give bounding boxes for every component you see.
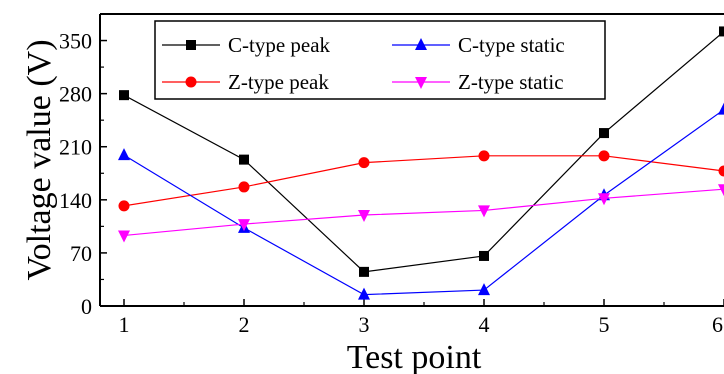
x-tick-label: 3 [359, 312, 370, 337]
y-axis: 0 70 140 210 280 350 [59, 29, 107, 319]
legend-item: Z-type peak [162, 70, 329, 94]
data-point [718, 102, 724, 115]
data-point [358, 157, 370, 169]
legend-label: C-type static [458, 33, 565, 57]
legend-marker [415, 38, 427, 50]
x-axis: 1 2 3 4 5 6 [119, 299, 724, 337]
data-point [478, 205, 490, 218]
legend-box [154, 20, 606, 100]
legend-label: Z-type static [458, 70, 564, 94]
data-point [478, 283, 490, 296]
series-layer [118, 26, 724, 300]
x-tick-label: 6 [712, 312, 723, 337]
data-point [239, 154, 249, 165]
y-tick-label: 210 [59, 135, 92, 160]
legend-marker [415, 77, 427, 89]
data-point [358, 287, 370, 300]
series-line [123, 109, 724, 296]
x-tick-label: 2 [239, 312, 250, 337]
data-point [719, 26, 724, 37]
data-point [238, 181, 250, 193]
x-tick-label: 5 [599, 312, 610, 337]
series-c-type-peak [119, 26, 724, 277]
x-tick-label: 4 [479, 312, 490, 337]
data-point [358, 209, 370, 222]
data-point [119, 90, 129, 101]
data-point [118, 148, 130, 161]
series-z-type-peak [118, 150, 724, 212]
y-tick-label: 0 [81, 294, 92, 319]
y-tick-label: 140 [59, 188, 92, 213]
series-line [123, 30, 724, 273]
data-point [359, 266, 369, 277]
x-tick-label: 1 [119, 312, 130, 337]
data-point [599, 128, 609, 139]
legend-item: C-type static [392, 33, 565, 57]
plot-frame [99, 13, 724, 307]
x-axis-title: Test point [347, 339, 482, 374]
legend-item: Z-type static [392, 70, 564, 94]
data-point [118, 200, 130, 212]
legend-marker [186, 40, 196, 50]
legend-marker [185, 76, 197, 88]
data-point [238, 219, 250, 232]
legend: C-type peak C-type static Z-type peak Z-typ… [154, 20, 606, 100]
legend-label: C-type peak [228, 33, 331, 57]
data-point [118, 230, 130, 243]
y-axis-title: Voltage value (V) [21, 39, 58, 280]
data-point [718, 165, 724, 177]
data-point [598, 193, 610, 206]
series-line [123, 188, 724, 237]
y-tick-label: 350 [59, 29, 92, 54]
y-tick-label: 70 [70, 241, 92, 266]
series-line [123, 155, 724, 207]
data-point [479, 250, 489, 261]
y-tick-label: 280 [59, 82, 92, 107]
series-z-type-static [118, 184, 724, 243]
series-c-type-static [118, 102, 724, 300]
data-point [718, 184, 724, 197]
legend-label: Z-type peak [228, 70, 329, 94]
legend-item: C-type peak [162, 33, 331, 57]
data-point [478, 150, 490, 162]
data-point [598, 150, 610, 162]
